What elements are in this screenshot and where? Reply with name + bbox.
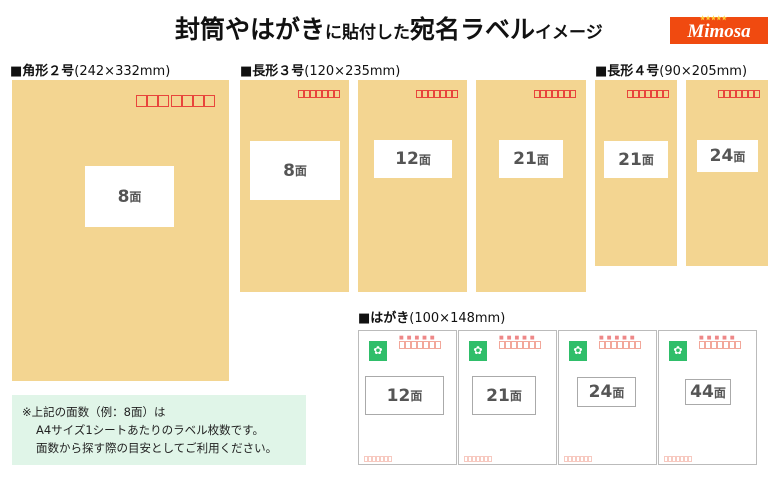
postal-code-boxes xyxy=(399,341,441,349)
envelope-naga4: 24 面 xyxy=(686,80,768,266)
mimosa-logo: ★★★★★ Mimosa xyxy=(670,16,768,44)
stamp-icon: ✿ xyxy=(569,341,587,361)
stamp-icon: ✿ xyxy=(369,341,387,361)
stamp-icon: ✿ xyxy=(669,341,687,361)
stamp-icon: ✿ xyxy=(469,341,487,361)
label-area: 12 面 xyxy=(365,376,444,415)
postal-code-boxes xyxy=(699,341,741,349)
sender-postal-boxes xyxy=(364,456,392,462)
label-area: 21 面 xyxy=(472,376,536,415)
sender-postal-boxes xyxy=(564,456,592,462)
label-area: 24 面 xyxy=(577,377,636,407)
page-title: 封筒やはがきに貼付した宛名ラベルイメージ xyxy=(175,15,603,44)
postal-code-boxes xyxy=(499,341,541,349)
postcard: ✿ ■■■■■ 24 面 xyxy=(558,330,657,465)
sender-postal-boxes xyxy=(664,456,692,462)
section-naga3-label: ■長形３号(120×235mm) xyxy=(240,64,401,79)
label-area: 21 面 xyxy=(499,140,563,178)
envelope-naga3: 21 面 xyxy=(476,80,586,292)
postcard: ✿ ■■■■■ 12 面 xyxy=(358,330,457,465)
postcard: ✿ ■■■■■ 21 面 xyxy=(458,330,557,465)
postal-code-boxes xyxy=(599,341,641,349)
section-hagaki-label: ■はがき(100×148mm) xyxy=(358,311,506,326)
envelope-naga3: 12 面 xyxy=(358,80,467,292)
label-area: 21 面 xyxy=(604,141,668,178)
envelope-naga4: 21 面 xyxy=(595,80,677,266)
section-naga4-label: ■長形４号(90×205mm) xyxy=(595,64,748,79)
postcard: ✿ ■■■■■ 44 面 xyxy=(658,330,757,465)
label-area: 12 面 xyxy=(374,140,452,178)
postal-code-boxes xyxy=(136,95,215,107)
sender-postal-boxes xyxy=(464,456,492,462)
section-kaku2-label: ■角形２号(242×332mm) xyxy=(10,64,171,79)
note-box: ※上記の面数（例：8面）は A4サイズ1シートあたりのラベル枚数です。 面数から… xyxy=(12,395,306,465)
label-area: 44 面 xyxy=(685,379,731,405)
label-area: 24 面 xyxy=(697,140,758,172)
